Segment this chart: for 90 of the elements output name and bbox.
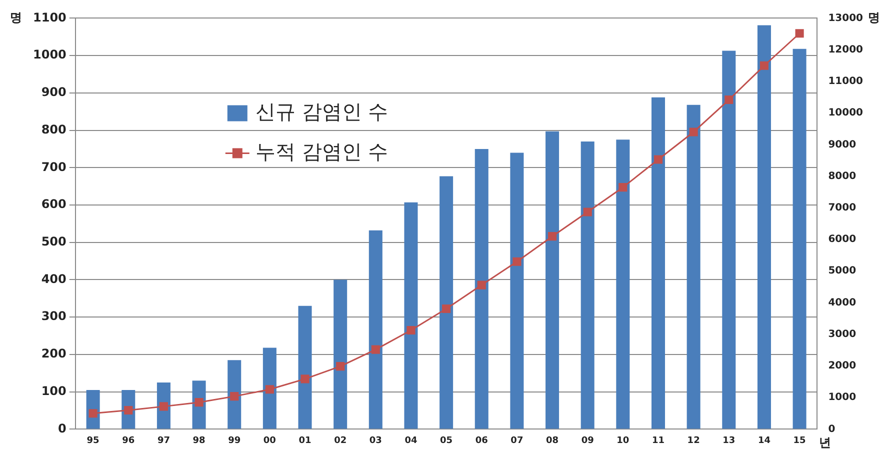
y2-axis-title: 명	[868, 10, 880, 24]
point	[795, 29, 804, 38]
point	[618, 183, 628, 192]
y-tick-label: 300	[41, 309, 66, 324]
point	[265, 385, 274, 394]
bar	[616, 140, 630, 429]
x-tick-label: 06	[475, 436, 488, 446]
x-tick-label: 99	[228, 436, 241, 446]
y2-tick-label: 6000	[828, 234, 856, 246]
y2-tick-label: 9000	[828, 139, 856, 150]
point	[406, 326, 416, 335]
x-tick-label: 96	[122, 436, 135, 446]
x-tick-label: 13	[722, 436, 736, 446]
point	[548, 232, 557, 241]
bar	[262, 348, 276, 429]
point	[724, 95, 734, 104]
point	[477, 280, 486, 290]
bar	[368, 230, 382, 429]
point	[760, 61, 769, 70]
bar	[474, 148, 488, 429]
legend-label: 누적 감염인 수	[255, 139, 388, 164]
x-tick-label: 11	[652, 436, 665, 446]
y-tick-label: 700	[41, 160, 66, 174]
y2-tick-label: 1000	[828, 392, 856, 404]
y-tick-label: 1100	[32, 10, 66, 24]
y-axis-title: 명	[10, 10, 22, 24]
point	[689, 128, 698, 136]
x-tick-label: 03	[369, 436, 382, 446]
x-tick-label: 98	[192, 436, 206, 446]
bar	[440, 176, 454, 429]
bar	[334, 280, 348, 429]
x-axis-title: 년	[819, 435, 832, 450]
y-tick-label: 400	[41, 272, 66, 286]
y2-tick-label: 4000	[828, 297, 856, 308]
x-tick-label: 02	[334, 436, 347, 446]
x-tick-label: 07	[510, 436, 524, 446]
x-tick-label: 04	[404, 436, 418, 446]
y-tick-label: 600	[41, 197, 66, 212]
x-tick-label: 97	[157, 436, 170, 446]
point	[159, 402, 168, 411]
y-tick-label: 1000	[32, 48, 66, 62]
x-tick-label: 14	[758, 436, 770, 446]
bar	[510, 152, 524, 429]
y-tick-label: 100	[41, 384, 66, 398]
bar	[404, 202, 418, 429]
x-tick-label: 08	[546, 436, 559, 446]
y2-tick-label: 2000	[828, 360, 856, 372]
point	[194, 398, 204, 407]
point	[230, 392, 239, 401]
y-tick-label: 800	[41, 122, 66, 136]
x-tick-label: 05	[440, 436, 453, 446]
y2-tick-label: 0	[828, 424, 836, 435]
y2-tick-label: 13000	[828, 12, 864, 24]
bar	[686, 104, 700, 429]
bar	[757, 25, 771, 429]
x-tick-label: 00	[263, 436, 276, 446]
bar	[298, 306, 312, 429]
y2-tick-label: 3000	[828, 328, 856, 340]
x-tick-label: 12	[687, 436, 700, 446]
point	[583, 208, 592, 216]
x-tick-label: 01	[298, 436, 312, 446]
y-tick-label: 500	[41, 234, 66, 249]
y2-tick-label: 12000	[828, 44, 864, 56]
bar	[722, 50, 736, 429]
y2-tick-label: 11000	[828, 76, 864, 88]
point	[371, 345, 380, 354]
x-tick-label: 10	[616, 436, 630, 446]
bar	[228, 360, 242, 429]
bar	[651, 97, 666, 429]
bar	[546, 131, 560, 429]
y2-tick-label: 5000	[828, 266, 856, 277]
point	[336, 362, 345, 371]
x-tick-label: 95	[86, 436, 100, 446]
y-tick-label: 0	[58, 421, 66, 436]
y-tick-label: 900	[41, 85, 66, 100]
y2-tick-label: 10000	[828, 108, 864, 119]
bar	[792, 48, 806, 429]
y2-tick-label: 7000	[828, 202, 856, 214]
y-tick-label: 200	[41, 346, 66, 361]
point	[512, 257, 522, 266]
x-tick-label: 09	[581, 436, 594, 446]
point	[442, 304, 451, 314]
point	[654, 155, 663, 164]
x-tick-label: 15	[793, 436, 806, 446]
bar	[580, 142, 594, 429]
legend-label: 신규 감염인 수	[255, 99, 388, 124]
point	[88, 409, 98, 418]
point	[124, 406, 133, 415]
y2-tick-label: 8000	[828, 170, 856, 182]
point	[300, 374, 310, 384]
